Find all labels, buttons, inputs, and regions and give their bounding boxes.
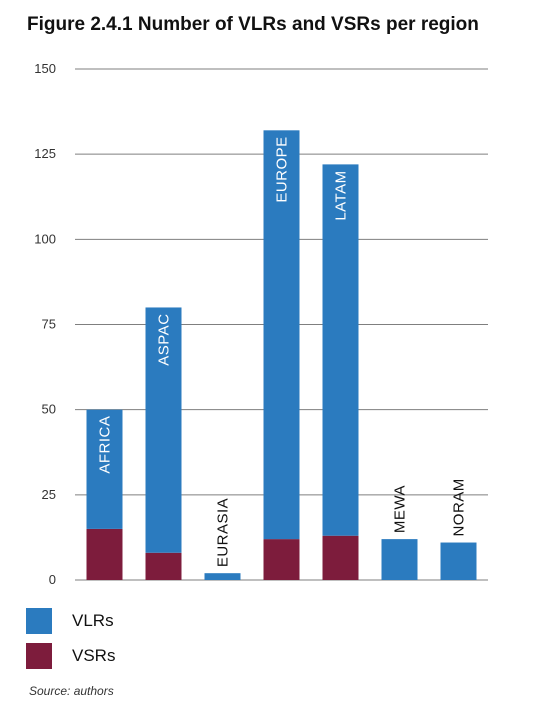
bar-vlrs-latam <box>322 164 359 536</box>
category-label-africa: AFRICA <box>97 416 114 474</box>
category-label-mewa: MEWA <box>392 485 409 533</box>
y-tick-label: 100 <box>34 231 56 246</box>
category-label-latam: LATAM <box>333 170 350 220</box>
bar-chart: 0 25 50 75 100 125 150 AFRICA ASPAC EURASIA EUROPE… <box>34 61 488 587</box>
legend-item-vlrs: VLRs <box>26 606 114 636</box>
legend-item-vsrs: VSRs <box>26 641 115 671</box>
y-tick-label: 125 <box>34 146 56 161</box>
bar-vsrs-africa <box>86 528 123 580</box>
category-label-eurasia: EURASIA <box>215 498 232 567</box>
y-tick-label: 25 <box>42 487 56 502</box>
legend-label-vsrs: VSRs <box>72 646 116 665</box>
bar-vlrs-eurasia <box>204 573 241 580</box>
y-tick-label: 150 <box>34 61 56 76</box>
category-label-noram: NORAM <box>451 478 468 536</box>
source-note: Source: authors <box>29 684 114 698</box>
bar-vsrs-latam <box>322 535 359 580</box>
legend-label-vlrs: VLRs <box>72 611 114 630</box>
legend-swatch-vlrs <box>26 608 52 634</box>
bar-vlrs-aspac <box>145 307 182 553</box>
bar-vlrs-mewa <box>381 539 418 580</box>
category-label-aspac: ASPAC <box>156 313 173 365</box>
y-tick-label: 50 <box>42 402 56 417</box>
bar-vsrs-europe <box>263 539 300 580</box>
category-label-europe: EUROPE <box>274 136 291 202</box>
y-tick-label: 0 <box>49 572 56 587</box>
bar-vlrs-africa <box>86 409 123 529</box>
bar-vlrs-europe <box>263 130 300 540</box>
bar-vsrs-aspac <box>145 552 182 580</box>
y-tick-label: 75 <box>42 317 56 332</box>
bar-vlrs-noram <box>440 542 477 580</box>
chart-title: Figure 2.4.1 Number of VLRs and VSRs per… <box>27 14 479 35</box>
legend-swatch-vsrs <box>26 643 52 669</box>
